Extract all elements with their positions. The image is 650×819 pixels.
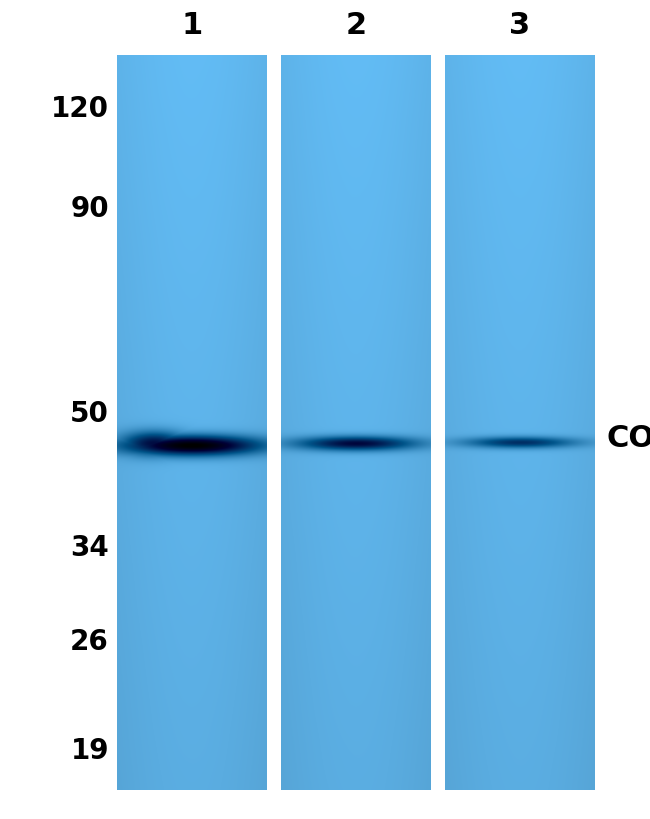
Text: 34: 34: [70, 534, 109, 563]
Text: 120: 120: [51, 95, 109, 123]
Text: 50: 50: [70, 400, 109, 428]
Text: COLQ: COLQ: [607, 424, 650, 454]
Text: 3: 3: [510, 11, 530, 40]
Text: 26: 26: [70, 628, 109, 656]
Text: 90: 90: [70, 195, 109, 223]
Text: 2: 2: [345, 11, 367, 40]
Text: 19: 19: [70, 737, 109, 765]
Text: 1: 1: [181, 11, 203, 40]
